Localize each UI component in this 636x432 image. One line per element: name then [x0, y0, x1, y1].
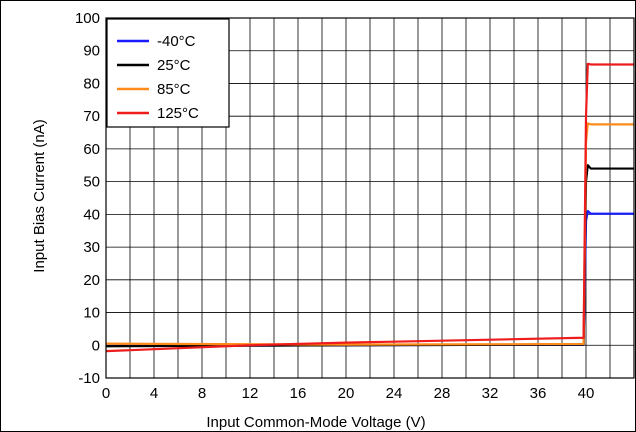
y-tick-label: 70 [83, 108, 100, 125]
x-tick-label: 16 [290, 385, 307, 402]
y-tick-label: 50 [83, 174, 100, 191]
grid-lines [106, 18, 634, 378]
y-tick-label: 100 [75, 10, 100, 27]
legend-entry-label: 85°C [157, 81, 191, 98]
y-tick-label: 10 [83, 305, 100, 322]
x-tick-label: 12 [242, 385, 259, 402]
x-tick-label: 4 [150, 385, 158, 402]
legend-box [106, 18, 230, 128]
x-tick-label: 32 [482, 385, 499, 402]
legend-entry-label: -40°C [157, 33, 196, 50]
x-tick-label: 28 [434, 385, 451, 402]
y-axis-label: Input Bias Current (nA) [31, 119, 48, 272]
y-tick-label: 60 [83, 141, 100, 158]
x-tick-label: 40 [578, 385, 595, 402]
y-tick-label: -10 [78, 370, 100, 387]
x-tick-label: 20 [338, 385, 355, 402]
y-tick-label: 0 [92, 337, 100, 354]
series-line [105, 62, 634, 353]
x-tick-label: 36 [530, 385, 547, 402]
x-tick-label: 8 [198, 385, 206, 402]
legend: -40°C 25°C 85°C 125°C [106, 18, 230, 128]
y-tick-label: 80 [83, 75, 100, 92]
x-tick-labels: 0 4 8 12 16 20 24 28 32 36 40 [102, 385, 595, 402]
y-tick-label: 90 [83, 43, 100, 60]
legend-entry-label: 125°C [157, 105, 199, 122]
y-tick-label: 30 [83, 239, 100, 256]
y-tick-label: 40 [83, 206, 100, 223]
series-group [105, 62, 634, 353]
x-tick-label: 0 [102, 385, 110, 402]
y-tick-label: 20 [83, 272, 100, 289]
plot-area-border [105, 17, 635, 379]
legend-entry-label: 25°C [157, 57, 191, 74]
x-axis-label: Input Common-Mode Voltage (V) [206, 414, 425, 431]
x-tick-label: 24 [386, 385, 403, 402]
